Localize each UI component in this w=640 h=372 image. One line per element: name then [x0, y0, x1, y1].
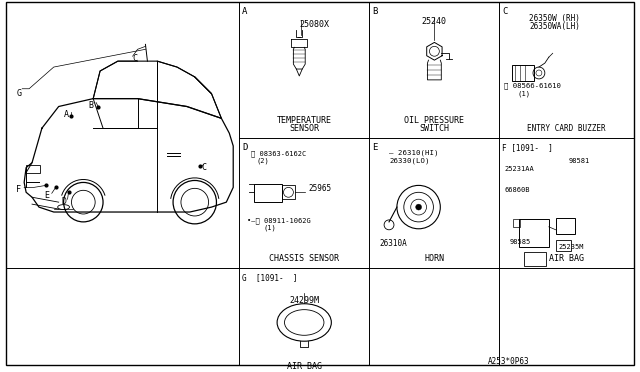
- Text: SWITCH: SWITCH: [419, 124, 449, 133]
- Text: Ⓢ 08566-61610: Ⓢ 08566-61610: [504, 83, 561, 89]
- Bar: [512, 65, 534, 81]
- Text: 98581: 98581: [568, 158, 590, 164]
- Text: E: E: [44, 191, 49, 200]
- Bar: [556, 218, 575, 234]
- Text: C: C: [502, 7, 508, 16]
- Text: HORN: HORN: [424, 254, 444, 263]
- Text: 26350WA(LH): 26350WA(LH): [529, 22, 580, 31]
- Text: (1): (1): [517, 91, 531, 97]
- Text: D: D: [242, 143, 248, 152]
- Text: C: C: [202, 163, 207, 172]
- Text: 25965: 25965: [308, 185, 332, 193]
- Text: OIL PRESSURE: OIL PRESSURE: [404, 116, 465, 125]
- Text: E: E: [372, 143, 378, 152]
- Text: C: C: [132, 54, 138, 63]
- Text: •—Ⓝ 08911-1062G: •—Ⓝ 08911-1062G: [247, 217, 311, 224]
- Text: 26330(LO): 26330(LO): [389, 158, 429, 164]
- Bar: [519, 219, 548, 247]
- Text: B: B: [88, 100, 93, 110]
- Text: AIR BAG: AIR BAG: [287, 362, 322, 371]
- Text: 25231AA: 25231AA: [504, 166, 534, 171]
- Text: (1): (1): [264, 225, 276, 231]
- Text: 98585: 98585: [509, 239, 531, 245]
- Text: — 26310(HI): — 26310(HI): [389, 150, 438, 156]
- Bar: [556, 240, 572, 251]
- Text: TEMPERATURE: TEMPERATURE: [276, 116, 332, 125]
- Text: 66860B: 66860B: [504, 187, 530, 193]
- Text: F [1091-  ]: F [1091- ]: [502, 143, 554, 152]
- Bar: [26, 165, 40, 173]
- Circle shape: [415, 204, 422, 210]
- Text: 26350W (RH): 26350W (RH): [529, 14, 580, 23]
- Bar: [513, 219, 520, 227]
- Bar: [254, 185, 282, 202]
- Text: A253*0P63: A253*0P63: [488, 357, 529, 366]
- Text: A: A: [63, 110, 68, 119]
- Text: 24299M: 24299M: [289, 296, 319, 305]
- Text: D: D: [61, 197, 67, 206]
- Text: 25080X: 25080X: [299, 20, 329, 29]
- Text: 26310A: 26310A: [379, 239, 407, 248]
- Text: AIR BAG: AIR BAG: [549, 254, 584, 263]
- Text: Ⓢ 08363-6162C: Ⓢ 08363-6162C: [251, 150, 306, 157]
- Text: ENTRY CARD BUZZER: ENTRY CARD BUZZER: [527, 124, 606, 133]
- Text: 25240: 25240: [422, 17, 447, 26]
- Text: B: B: [372, 7, 378, 16]
- Text: F: F: [16, 185, 21, 195]
- Text: G  [1091-  ]: G [1091- ]: [242, 273, 298, 282]
- Bar: [524, 253, 546, 266]
- Text: G: G: [16, 89, 21, 98]
- Text: 25235M: 25235M: [559, 244, 584, 250]
- Text: (2): (2): [257, 158, 269, 164]
- Text: A: A: [242, 7, 248, 16]
- Bar: [282, 185, 295, 199]
- Text: SENSOR: SENSOR: [289, 124, 319, 133]
- Text: CHASSIS SENSOR: CHASSIS SENSOR: [269, 254, 339, 263]
